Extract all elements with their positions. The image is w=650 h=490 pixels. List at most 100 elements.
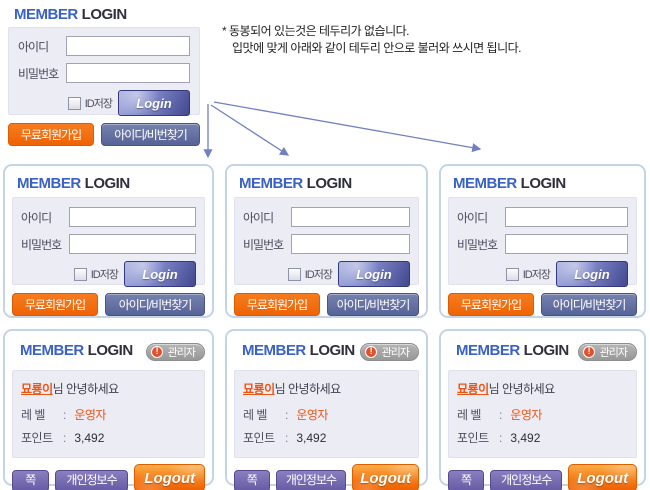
password-input[interactable] <box>69 234 196 254</box>
colon: : <box>63 407 67 422</box>
level-row: 레 벨 : 운영자 <box>457 406 628 423</box>
find-id-password-button[interactable]: 아이디/비번찾기 <box>541 293 637 316</box>
point-value: 3,492 <box>74 430 105 445</box>
colon: : <box>63 430 67 445</box>
id-save-row: ID저장 Login <box>21 261 196 287</box>
login-panel: 아이디 비밀번호 ID저장 Login <box>448 197 637 287</box>
title-member: MEMBER <box>242 342 306 359</box>
login-widget-bordered-1: MEMBER LOGIN 아이디 비밀번호 ID저장 Login 무료회원가입 아… <box>3 164 214 318</box>
admin-badge: ! 관리자 <box>577 342 637 361</box>
password-field-row: 비밀번호 <box>243 234 410 254</box>
password-input[interactable] <box>291 234 410 254</box>
exclamation-icon: ! <box>150 345 163 358</box>
point-value: 3,492 <box>510 430 541 445</box>
member-widget-logged-in-3: MEMBER LOGIN ! 관리자 묘룡이님 안녕하세요 레 벨 : 운영자 포… <box>439 329 646 490</box>
level-row: 레 벨 : 운영자 <box>21 406 196 423</box>
admin-badge-label: 관리자 <box>381 346 410 359</box>
instruction-note: * 동봉되어 있는것은 테두리가 없습니다. 입맛에 맞게 아래와 같이 테두리… <box>222 23 522 57</box>
id-label: 아이디 <box>21 210 52 225</box>
level-row: 레 벨 : 운영자 <box>243 406 410 423</box>
exclamation-icon: ! <box>582 345 595 358</box>
id-field-row: 아이디 <box>243 207 410 227</box>
member-login-title: MEMBER LOGIN <box>242 342 355 359</box>
id-input[interactable] <box>66 36 190 56</box>
id-save-label: ID저장 <box>304 269 333 281</box>
memo-button[interactable]: 쪽지 <box>448 470 485 490</box>
member-info-panel: 묘룡이님 안녕하세요 레 벨 : 운영자 포인트 : 3,492 <box>12 370 205 458</box>
memo-button[interactable]: 쪽지 <box>12 470 49 490</box>
member-header: MEMBER LOGIN ! 관리자 <box>451 339 637 364</box>
level-value: 운영자 <box>296 408 328 422</box>
admin-badge: ! 관리자 <box>359 342 419 361</box>
member-login-title: MEMBER LOGIN <box>17 175 205 192</box>
member-info-panel: 묘룡이님 안녕하세요 레 벨 : 운영자 포인트 : 3,492 <box>234 370 419 458</box>
signup-button[interactable]: 무료회원가입 <box>12 293 98 316</box>
exclamation-icon: ! <box>364 345 377 358</box>
title-member: MEMBER <box>14 6 78 23</box>
find-id-password-button[interactable]: 아이디/비번찾기 <box>105 293 205 316</box>
title-login: LOGIN <box>84 175 131 192</box>
login-links-row: 무료회원가입 아이디/비번찾기 <box>234 293 419 316</box>
memo-button[interactable]: 쪽지 <box>234 470 270 490</box>
arrow-diagonal-long-icon <box>213 101 482 153</box>
login-button[interactable]: Login <box>118 90 190 116</box>
id-input[interactable] <box>505 207 628 227</box>
find-id-password-button[interactable]: 아이디/비번찾기 <box>101 123 200 146</box>
title-member: MEMBER <box>239 175 303 192</box>
level-label: 레 벨 <box>243 408 267 422</box>
admin-badge-label: 관리자 <box>167 346 196 359</box>
login-button[interactable]: Login <box>124 261 196 287</box>
edit-profile-button[interactable]: 개인정보수정 <box>490 470 563 490</box>
id-input[interactable] <box>291 207 410 227</box>
member-login-title: MEMBER LOGIN <box>14 6 200 23</box>
logout-button[interactable]: Logout <box>568 464 637 490</box>
member-actions-row: 쪽지 개인정보수정 Logout <box>448 464 637 490</box>
arrow-diagonal-mid-icon <box>210 104 290 156</box>
greeting-suffix: 님 안녕하세요 <box>488 382 556 396</box>
logout-button[interactable]: Logout <box>352 464 419 490</box>
level-value: 운영자 <box>74 408 106 422</box>
password-input[interactable] <box>505 234 628 254</box>
title-login: LOGIN <box>306 175 353 192</box>
id-save-checkbox[interactable] <box>505 267 519 281</box>
admin-badge: ! 관리자 <box>145 342 205 361</box>
level-value: 운영자 <box>510 408 542 422</box>
password-field-row: 비밀번호 <box>21 234 196 254</box>
id-field-row: 아이디 <box>18 36 190 56</box>
id-save-checkbox[interactable] <box>287 267 301 281</box>
login-widget-bordered-3: MEMBER LOGIN 아이디 비밀번호 ID저장 Login 무료회원가입 아… <box>439 164 646 318</box>
login-button[interactable]: Login <box>556 261 628 287</box>
find-id-password-button[interactable]: 아이디/비번찾기 <box>327 293 419 316</box>
id-save-row: ID저장 Login <box>18 90 190 116</box>
login-button[interactable]: Login <box>338 261 410 287</box>
user-name-link[interactable]: 묘룡이 <box>243 382 275 396</box>
id-save-checkbox[interactable] <box>73 267 87 281</box>
member-header: MEMBER LOGIN ! 관리자 <box>237 339 419 364</box>
greeting: 묘룡이님 안녕하세요 <box>457 380 628 397</box>
signup-button[interactable]: 무료회원가입 <box>8 123 94 146</box>
edit-profile-button[interactable]: 개인정보수정 <box>275 470 347 490</box>
member-widget-logged-in-1: MEMBER LOGIN ! 관리자 묘룡이님 안녕하세요 레 벨 : 운영자 포… <box>3 329 214 490</box>
password-input[interactable] <box>66 63 190 83</box>
id-field-row: 아이디 <box>21 207 196 227</box>
point-label: 포인트 <box>243 431 275 445</box>
id-input[interactable] <box>69 207 196 227</box>
member-login-title: MEMBER LOGIN <box>20 342 133 359</box>
signup-button[interactable]: 무료회원가입 <box>234 293 320 316</box>
edit-profile-button[interactable]: 개인정보수정 <box>54 470 129 490</box>
level-label: 레 벨 <box>21 408 45 422</box>
user-name-link[interactable]: 묘룡이 <box>21 382 53 396</box>
id-save-checkbox[interactable] <box>67 96 81 110</box>
member-info-panel: 묘룡이님 안녕하세요 레 벨 : 운영자 포인트 : 3,492 <box>448 370 637 458</box>
id-label: 아이디 <box>18 39 49 54</box>
pointer-arrows <box>203 101 482 159</box>
colon: : <box>285 407 289 422</box>
title-member: MEMBER <box>20 342 84 359</box>
logout-button[interactable]: Logout <box>134 464 205 490</box>
signup-button[interactable]: 무료회원가입 <box>448 293 534 316</box>
id-save-row: ID저장 Login <box>457 261 628 287</box>
greeting: 묘룡이님 안녕하세요 <box>21 380 196 397</box>
id-save-label: ID저장 <box>522 269 551 281</box>
user-name-link[interactable]: 묘룡이 <box>457 382 489 396</box>
password-label: 비밀번호 <box>243 237 284 252</box>
